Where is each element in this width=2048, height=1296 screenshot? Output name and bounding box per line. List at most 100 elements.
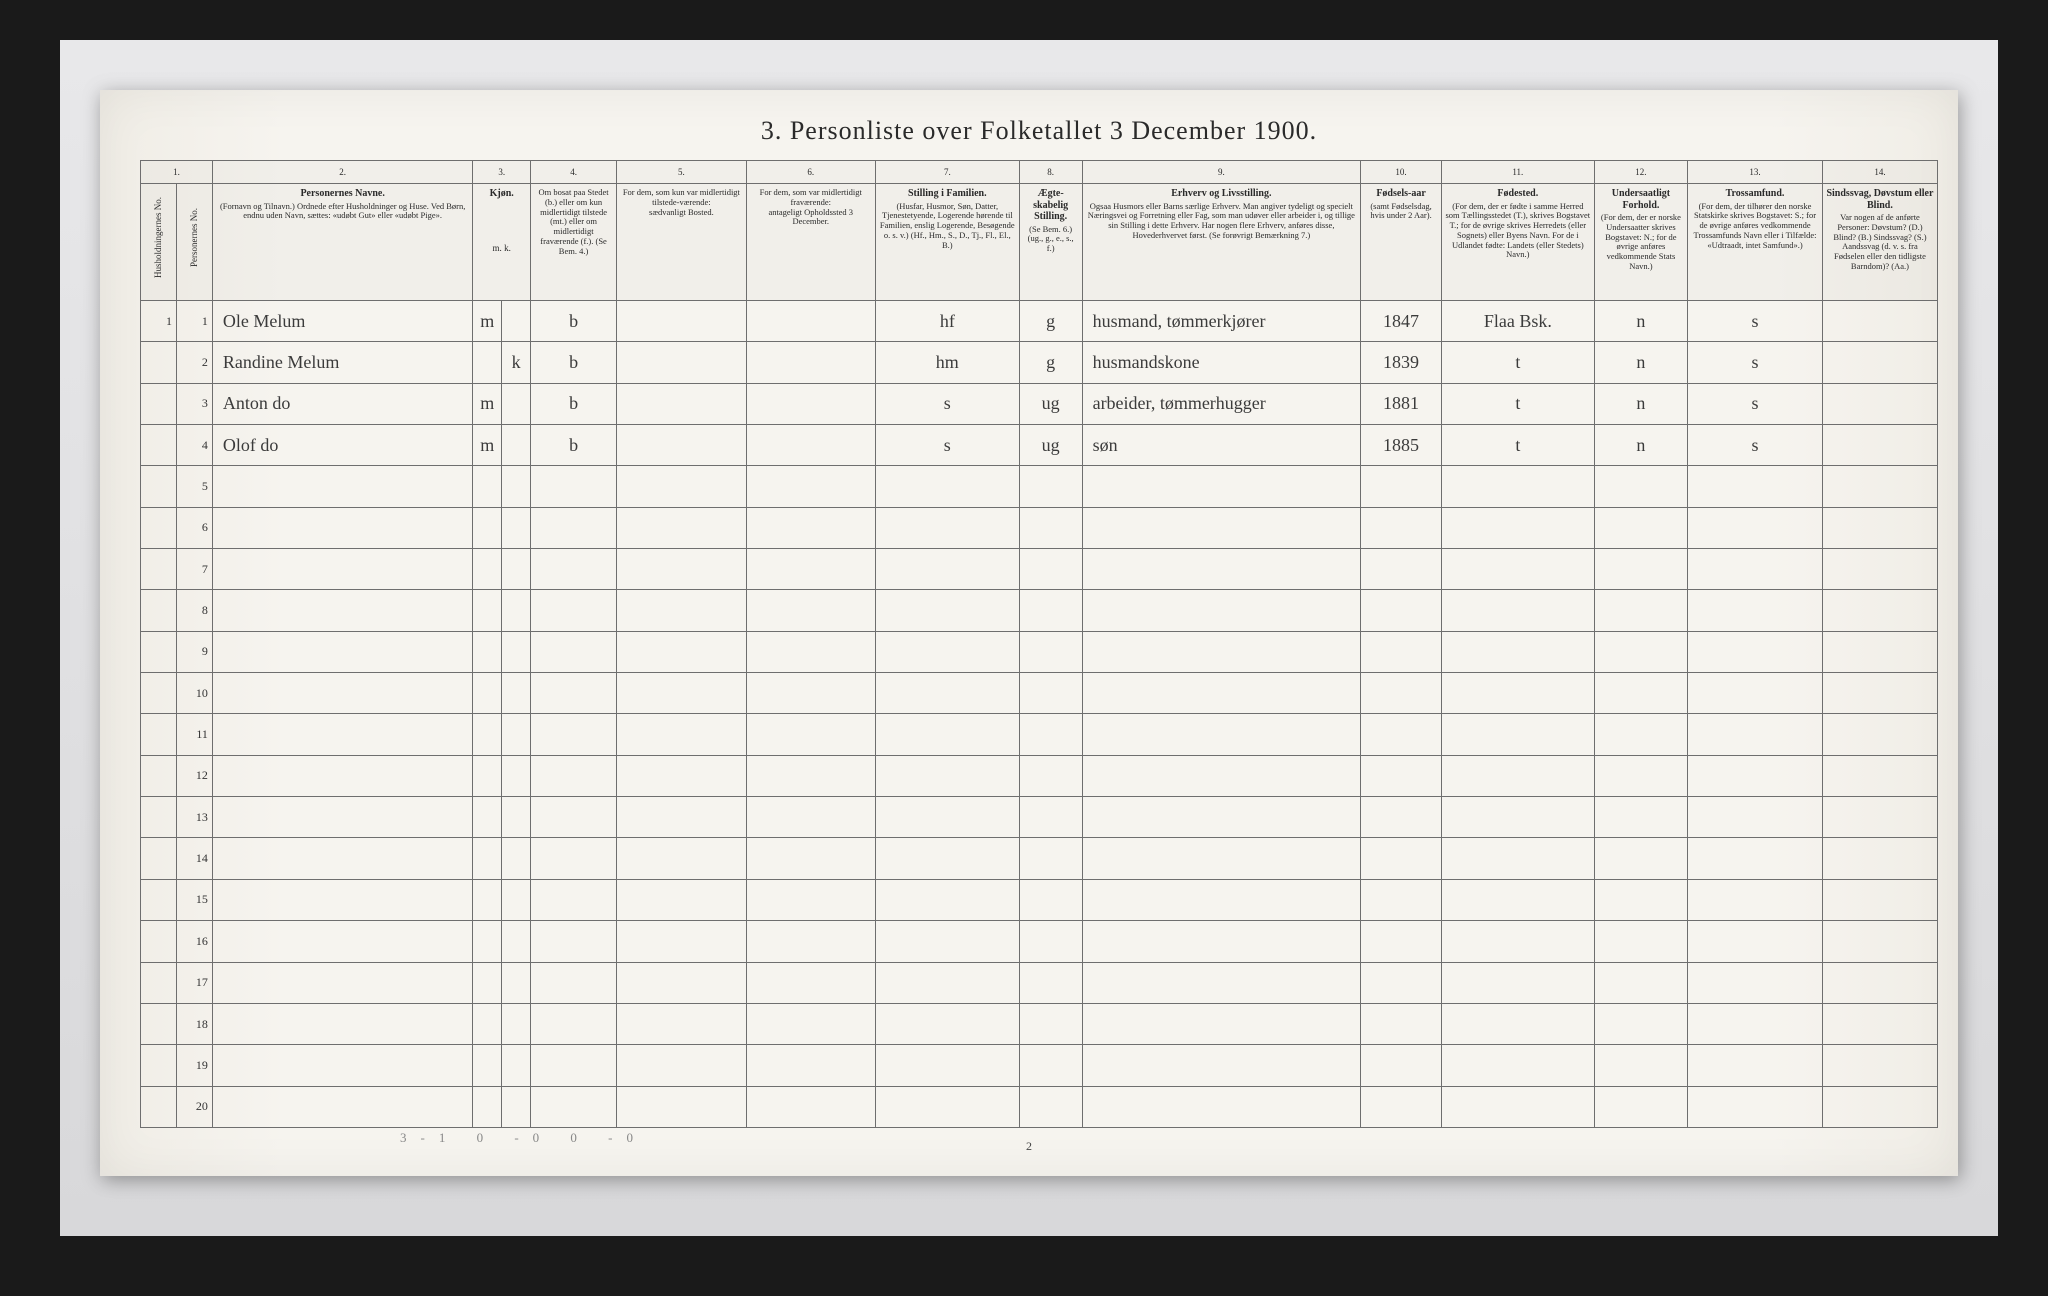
cell <box>875 466 1019 507</box>
head-12-sub: (For dem, der er norske Undersaatter skr… <box>1598 213 1684 272</box>
cell <box>212 838 473 879</box>
cell: m <box>473 301 502 342</box>
cell: 10 <box>176 673 212 714</box>
cell: t <box>1441 342 1594 383</box>
cell: b <box>530 342 616 383</box>
cell <box>1361 797 1442 838</box>
cell <box>141 425 177 466</box>
cell <box>1822 1003 1937 1044</box>
cell <box>617 838 746 879</box>
cell <box>1594 590 1687 631</box>
table-row: 15 <box>141 879 1938 920</box>
cell <box>473 590 502 631</box>
colnum-5: 5. <box>617 161 746 184</box>
cell <box>530 590 616 631</box>
cell <box>1441 714 1594 755</box>
cell <box>875 590 1019 631</box>
cell <box>746 838 875 879</box>
cell <box>212 921 473 962</box>
cell: 14 <box>176 838 212 879</box>
colnum-3: 3. <box>473 161 531 184</box>
cell <box>473 507 502 548</box>
cell <box>530 879 616 920</box>
cell <box>530 755 616 796</box>
table-row: 14 <box>141 838 1938 879</box>
cell <box>473 673 502 714</box>
cell <box>530 466 616 507</box>
head-9-title: Erhverv og Livsstilling. <box>1086 188 1358 200</box>
cell <box>1822 383 1937 424</box>
cell <box>1082 1003 1361 1044</box>
cell <box>1688 714 1823 755</box>
cell <box>1688 838 1823 879</box>
cell <box>1361 631 1442 672</box>
cell <box>617 549 746 590</box>
cell <box>1594 673 1687 714</box>
cell <box>1441 631 1594 672</box>
cell <box>746 466 875 507</box>
head-10-sub: (samt Fødselsdag, hvis under 2 Aar). <box>1364 202 1438 222</box>
cell <box>746 549 875 590</box>
cell: ug <box>1019 425 1082 466</box>
cell: 7 <box>176 549 212 590</box>
cell: 17 <box>176 962 212 1003</box>
cell <box>617 714 746 755</box>
cell <box>1082 838 1361 879</box>
cell <box>1441 962 1594 1003</box>
cell <box>502 590 531 631</box>
cell <box>1594 797 1687 838</box>
colnum-8: 8. <box>1019 161 1082 184</box>
cell <box>1594 549 1687 590</box>
cell <box>141 673 177 714</box>
cell <box>1019 673 1082 714</box>
cell <box>212 466 473 507</box>
cell <box>1822 631 1937 672</box>
cell <box>212 962 473 1003</box>
cell <box>141 507 177 548</box>
cell <box>875 921 1019 962</box>
cell <box>746 507 875 548</box>
cell <box>746 962 875 1003</box>
cell <box>212 797 473 838</box>
cell <box>1441 673 1594 714</box>
cell: s <box>875 425 1019 466</box>
cell: m <box>473 425 502 466</box>
table-head: 1. 2. 3. 4. 5. 6. 7. 8. 9. 10. 11. 12. 1… <box>141 161 1938 301</box>
cell <box>1822 797 1937 838</box>
table-row: 2Randine Melumkbhmghusmandskone1839tns <box>141 342 1938 383</box>
colnum-9: 9. <box>1082 161 1361 184</box>
cell <box>1688 755 1823 796</box>
cell: 2 <box>176 342 212 383</box>
cell: Flaa Bsk. <box>1441 301 1594 342</box>
cell <box>1822 673 1937 714</box>
head-6: For dem, som var midlertidigt fraværende… <box>746 184 875 301</box>
cell <box>502 549 531 590</box>
cell <box>746 425 875 466</box>
head-7: Stilling i Familien. (Husfar, Husmor, Sø… <box>875 184 1019 301</box>
cell <box>502 962 531 1003</box>
footer-marks: 3-1 0 -0 0 -0 <box>140 1130 1938 1146</box>
cell <box>1594 962 1687 1003</box>
cell <box>1082 755 1361 796</box>
cell <box>1019 921 1082 962</box>
cell <box>1019 755 1082 796</box>
head-13-title: Trossamfund. <box>1691 188 1819 200</box>
head-3-k: k. <box>504 243 511 253</box>
cell <box>1688 879 1823 920</box>
cell <box>1019 466 1082 507</box>
cell <box>1361 838 1442 879</box>
table-row: 11Ole Melummbhfghusmand, tømmerkjører184… <box>141 301 1938 342</box>
table-row: 19 <box>141 1045 1938 1086</box>
cell <box>530 921 616 962</box>
cell <box>1082 921 1361 962</box>
cell: 1881 <box>1361 383 1442 424</box>
cell <box>1441 1045 1594 1086</box>
cell <box>502 631 531 672</box>
cell <box>1082 1086 1361 1127</box>
head-1a-label: Husholdningernes No. <box>153 188 163 288</box>
cell <box>1441 590 1594 631</box>
cell: 1 <box>176 301 212 342</box>
cell <box>212 507 473 548</box>
head-1b-label: Personernes No. <box>189 188 199 288</box>
cell <box>875 549 1019 590</box>
